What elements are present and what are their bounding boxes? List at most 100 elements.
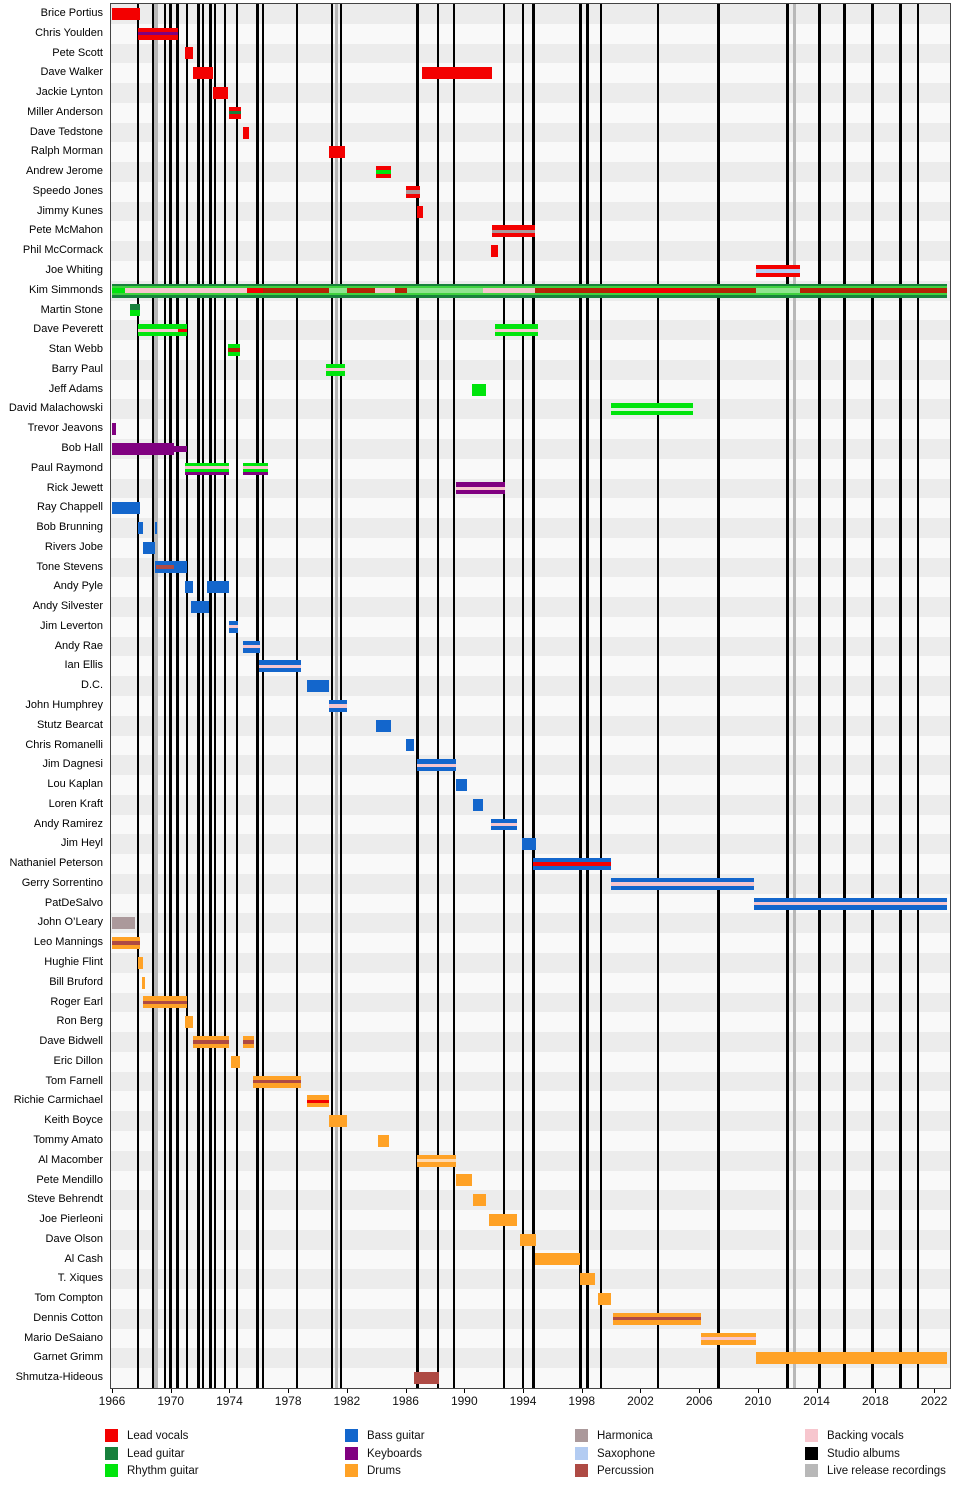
tenure-bar-stripe — [258, 668, 302, 673]
member-label: Stutz Bearcat — [36, 718, 103, 731]
tenure-bar — [473, 798, 484, 811]
tenure-bar — [520, 1233, 537, 1246]
tenure-bar — [753, 897, 948, 910]
member-label: Tom Compton — [34, 1292, 103, 1305]
row-band — [111, 102, 950, 123]
axis-tick-label: 1966 — [98, 1394, 126, 1408]
axis-tick — [464, 1389, 466, 1393]
tenure-bar — [521, 838, 537, 851]
tenure-bar-stripe — [417, 1158, 456, 1163]
studio-album-line — [452, 4, 456, 1388]
tenure-bar — [611, 877, 754, 890]
tenure-bar-stripe — [753, 897, 948, 902]
role-segment — [247, 288, 264, 294]
tenure-bar-stripe — [495, 328, 538, 332]
row-band — [111, 913, 950, 934]
tenure-bar-stripe — [753, 905, 948, 910]
legend-item: Keyboards — [345, 1446, 565, 1461]
studio-album-line — [717, 4, 720, 1388]
tenure-bar-stripe — [112, 7, 140, 20]
tenure-bar-stripe — [307, 1095, 330, 1100]
member-label: Brice Portius — [40, 7, 103, 19]
member-label: Trevor Jeavons — [27, 422, 103, 435]
studio-album-line — [579, 4, 582, 1388]
axis-tick-label: 2006 — [685, 1394, 713, 1408]
axis-tick — [170, 1389, 172, 1393]
tenure-bar — [138, 956, 143, 969]
tenure-bar-stripe — [112, 423, 116, 436]
row-band — [111, 1012, 950, 1033]
tenure-bar-stripe — [405, 185, 421, 191]
tenure-bar — [533, 858, 612, 871]
member-label: Andy Rae — [54, 639, 103, 652]
legend-swatch-backing-vocals — [805, 1429, 818, 1442]
tenure-bar-stripe — [129, 310, 140, 317]
row-band — [111, 1032, 950, 1052]
legend-item: Backing vocals — [805, 1429, 960, 1443]
tenure-bar-stripe — [377, 1134, 390, 1147]
tenure-bar-stripe — [329, 1115, 347, 1128]
tenure-bar — [455, 1174, 472, 1187]
tenure-bar-stripe — [756, 264, 801, 270]
member-label: Roger Earl — [50, 995, 103, 1008]
member-label: Ray Chappell — [36, 501, 103, 514]
row-band — [111, 814, 950, 835]
member-label: Chris Youlden — [35, 26, 103, 39]
row-band — [111, 162, 950, 182]
tenure-bar — [405, 185, 421, 198]
tenure-bar-stripe — [597, 1293, 612, 1306]
legend-item: Lead vocals — [105, 1429, 325, 1443]
member-label: T. Xiques — [57, 1272, 103, 1285]
row-band — [111, 1051, 950, 1072]
member-label: Pete Scott — [52, 46, 103, 59]
studio-album-line — [185, 4, 189, 1388]
legend-item: Drums — [345, 1464, 565, 1478]
role-segment — [407, 288, 484, 294]
tenure-bar — [112, 7, 140, 20]
tenure-bar-stripe — [490, 826, 518, 831]
member-label: Dave Tedstone — [29, 125, 103, 138]
tenure-bar-stripe — [329, 146, 346, 159]
tenure-bar — [112, 423, 116, 436]
role-segment — [483, 288, 535, 294]
tenure-bar — [307, 680, 330, 693]
tenure-bar — [112, 502, 140, 515]
member-label: Eric Dillon — [53, 1054, 103, 1067]
tenure-bar — [112, 283, 948, 298]
axis-tick-label: 2002 — [627, 1394, 654, 1408]
tenure-bar-stripe — [417, 1154, 456, 1159]
axis-tick — [405, 1389, 407, 1393]
tenure-bar-stripe — [242, 126, 249, 139]
row-band — [111, 577, 950, 598]
legend-swatch-studio-albums — [805, 1446, 818, 1460]
tenure-bar-stripe — [580, 1273, 595, 1286]
tenure-bar — [142, 541, 155, 554]
axis-tick — [288, 1389, 290, 1393]
tenure-bar-stripe — [191, 601, 209, 614]
tenure-bar — [377, 1134, 390, 1147]
tenure-bar — [156, 565, 174, 570]
member-label: Speedo Jones — [32, 184, 103, 197]
tenure-bar-stripe — [156, 565, 174, 570]
tenure-bar-stripe — [242, 465, 269, 469]
role-segment — [395, 288, 408, 294]
tenure-bar — [173, 445, 187, 452]
studio-album-line — [818, 4, 821, 1388]
tenure-bar-stripe — [612, 1317, 701, 1321]
row-band — [111, 359, 950, 380]
legend-item: Bass guitar — [345, 1429, 565, 1443]
row-band — [111, 201, 950, 222]
row-band — [111, 300, 950, 321]
axis-tick — [816, 1389, 818, 1393]
tenure-bar-stripe — [227, 344, 240, 349]
member-label: Pete Mendillo — [36, 1173, 103, 1186]
member-label: Bob Brunning — [36, 521, 103, 534]
tenure-bar — [700, 1332, 757, 1345]
row-band — [111, 1210, 950, 1230]
tenure-bar-stripe — [242, 468, 269, 472]
tenure-bar — [326, 363, 346, 376]
tenure-bar — [112, 917, 136, 930]
role-segment — [534, 288, 610, 294]
tenure-bar-stripe — [490, 822, 518, 827]
